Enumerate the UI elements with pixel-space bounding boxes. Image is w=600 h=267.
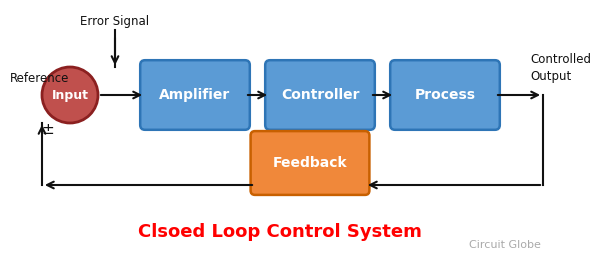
FancyBboxPatch shape [140, 60, 250, 130]
FancyBboxPatch shape [265, 60, 375, 130]
FancyBboxPatch shape [251, 131, 370, 195]
Text: Process: Process [415, 88, 476, 102]
Circle shape [42, 67, 98, 123]
Text: Amplifier: Amplifier [160, 88, 230, 102]
Text: Error Signal: Error Signal [80, 15, 149, 29]
Text: Feedback: Feedback [272, 156, 347, 170]
FancyBboxPatch shape [390, 60, 500, 130]
Text: ±: ± [41, 123, 55, 138]
Text: Clsoed Loop Control System: Clsoed Loop Control System [138, 223, 422, 241]
Text: Input: Input [52, 88, 89, 101]
Text: Circuit Globe: Circuit Globe [469, 240, 541, 250]
Text: Controller: Controller [281, 88, 359, 102]
Text: Reference: Reference [10, 72, 70, 84]
Text: Controlled
Output: Controlled Output [530, 53, 591, 83]
